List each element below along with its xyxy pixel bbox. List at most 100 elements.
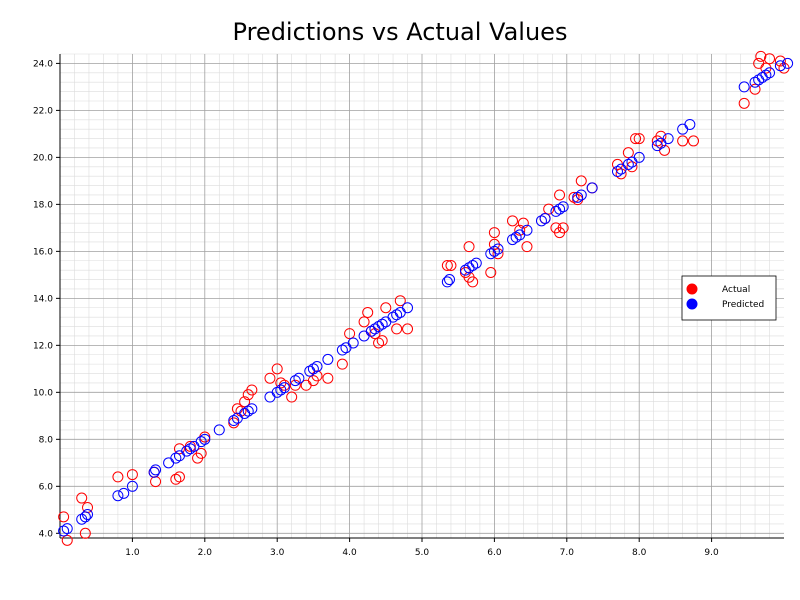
predicted-point	[441, 276, 453, 288]
actual-point	[554, 189, 566, 201]
predicted-point	[760, 69, 772, 81]
actual-point	[391, 323, 403, 335]
predicted-point	[488, 245, 500, 257]
predicted-point	[394, 306, 406, 318]
predicted-point	[163, 457, 175, 469]
actual-point	[173, 471, 185, 483]
predicted-point	[444, 274, 456, 286]
legend-label-predicted: Predicted	[722, 300, 764, 310]
actual-point	[677, 135, 689, 147]
actual-point	[615, 168, 627, 180]
predicted-point	[184, 443, 196, 455]
actual-point	[655, 130, 667, 142]
actual-point	[239, 396, 251, 408]
actual-point	[485, 267, 497, 279]
actual-point	[488, 227, 500, 239]
legend-box	[681, 275, 777, 321]
actual-point	[336, 358, 348, 370]
y-tick-label: 10.0	[33, 388, 53, 398]
predicted-point	[61, 523, 73, 535]
actual-point	[322, 372, 334, 384]
actual-point	[79, 527, 91, 539]
predicted-point	[572, 191, 584, 203]
predicted-point	[307, 363, 319, 375]
y-tick-label: 22.0	[33, 106, 53, 116]
predicted-point	[521, 224, 533, 236]
y-tick-label: 16.0	[33, 247, 53, 257]
predicted-point	[365, 325, 377, 337]
actual-point	[369, 328, 381, 340]
actual-point	[633, 133, 645, 145]
predicted-point	[575, 189, 587, 201]
predicted-point	[586, 182, 598, 194]
predicted-point	[293, 372, 305, 384]
actual-point	[517, 217, 529, 229]
predicted-point	[774, 60, 786, 72]
predicted-point	[126, 480, 138, 492]
predicted-point	[195, 436, 207, 448]
x-tick-label: 9.0	[704, 548, 719, 558]
y-tick-label: 18.0	[33, 200, 53, 210]
actual-point	[264, 372, 276, 384]
actual-point	[358, 316, 370, 328]
predicted-point	[148, 466, 160, 478]
predicted-point	[391, 309, 403, 321]
predicted-point	[662, 133, 674, 145]
legend-marker-predicted	[686, 298, 698, 310]
actual-point	[170, 473, 182, 485]
predicted-point	[557, 201, 569, 213]
actual-point	[112, 471, 124, 483]
y-tick-label: 12.0	[33, 341, 53, 351]
predicted-point	[336, 344, 348, 356]
actual-point	[441, 259, 453, 271]
data-points	[58, 50, 794, 546]
legend: Actual Predicted	[681, 275, 777, 321]
actual-point	[575, 175, 587, 187]
actual-point	[568, 191, 580, 203]
x-tick-label: 7.0	[560, 548, 575, 558]
predicted-point	[467, 259, 479, 271]
predicted-point	[633, 151, 645, 163]
predicted-point	[782, 57, 794, 69]
predicted-point	[376, 318, 388, 330]
actual-point	[514, 224, 526, 236]
predicted-point	[242, 405, 254, 417]
x-tick-label: 3.0	[270, 548, 285, 558]
predicted-point	[347, 337, 359, 349]
y-tick-label: 14.0	[33, 294, 53, 304]
actual-point	[394, 295, 406, 307]
actual-point	[376, 335, 388, 347]
predicted-point	[112, 490, 124, 502]
actual-point	[630, 133, 642, 145]
actual-point	[774, 55, 786, 67]
predicted-point	[756, 71, 768, 83]
y-tick-label: 4.0	[39, 529, 54, 539]
grid	[60, 53, 784, 538]
x-tick-label: 8.0	[632, 548, 647, 558]
actual-point	[557, 222, 569, 234]
x-tick-label: 5.0	[415, 548, 430, 558]
legend-marker-actual	[686, 283, 698, 295]
predicted-point	[246, 403, 258, 415]
predicted-point	[79, 511, 91, 523]
predicted-point	[470, 257, 482, 269]
chart-title: Predictions vs Actual Values	[232, 18, 568, 46]
actual-point	[58, 511, 70, 523]
actual-point	[61, 534, 73, 546]
actual-point	[543, 203, 555, 215]
actual-point	[195, 447, 207, 459]
actual-point	[764, 53, 776, 65]
predicted-point	[651, 140, 663, 152]
predicted-point	[199, 433, 211, 445]
actual-point	[622, 147, 634, 159]
x-tick-label: 1.0	[125, 548, 140, 558]
actual-point	[445, 259, 457, 271]
actual-point	[738, 97, 750, 109]
predicted-point	[764, 67, 776, 79]
y-tick-label: 20.0	[33, 153, 53, 163]
actual-point	[173, 443, 185, 455]
actual-point	[344, 328, 356, 340]
actual-point	[271, 363, 283, 375]
predicted-point	[278, 382, 290, 394]
